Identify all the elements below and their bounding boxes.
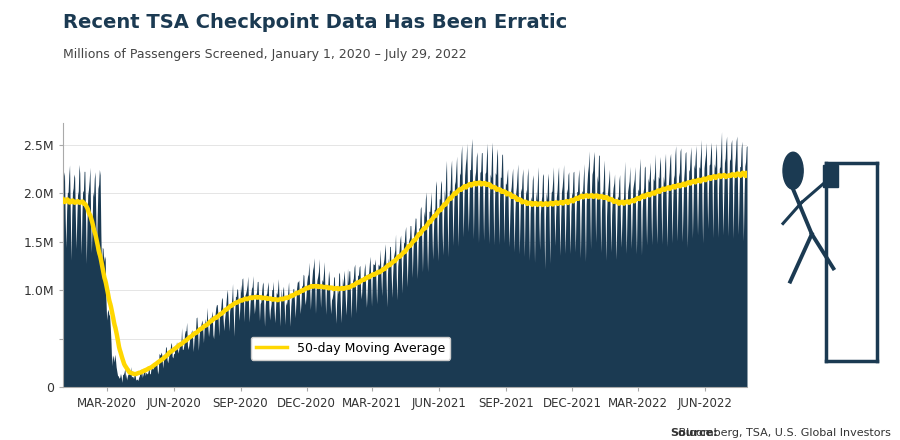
Text: Source:: Source: <box>670 428 718 438</box>
Circle shape <box>783 152 803 189</box>
Text: Millions of Passengers Screened, January 1, 2020 – July 29, 2022: Millions of Passengers Screened, January… <box>63 48 466 62</box>
Polygon shape <box>824 165 838 187</box>
Text: Recent TSA Checkpoint Data Has Been Erratic: Recent TSA Checkpoint Data Has Been Erra… <box>63 13 567 32</box>
Legend: 50-day Moving Average: 50-day Moving Average <box>250 337 450 360</box>
Text: Bloomberg, TSA, U.S. Global Investors: Bloomberg, TSA, U.S. Global Investors <box>675 428 891 438</box>
